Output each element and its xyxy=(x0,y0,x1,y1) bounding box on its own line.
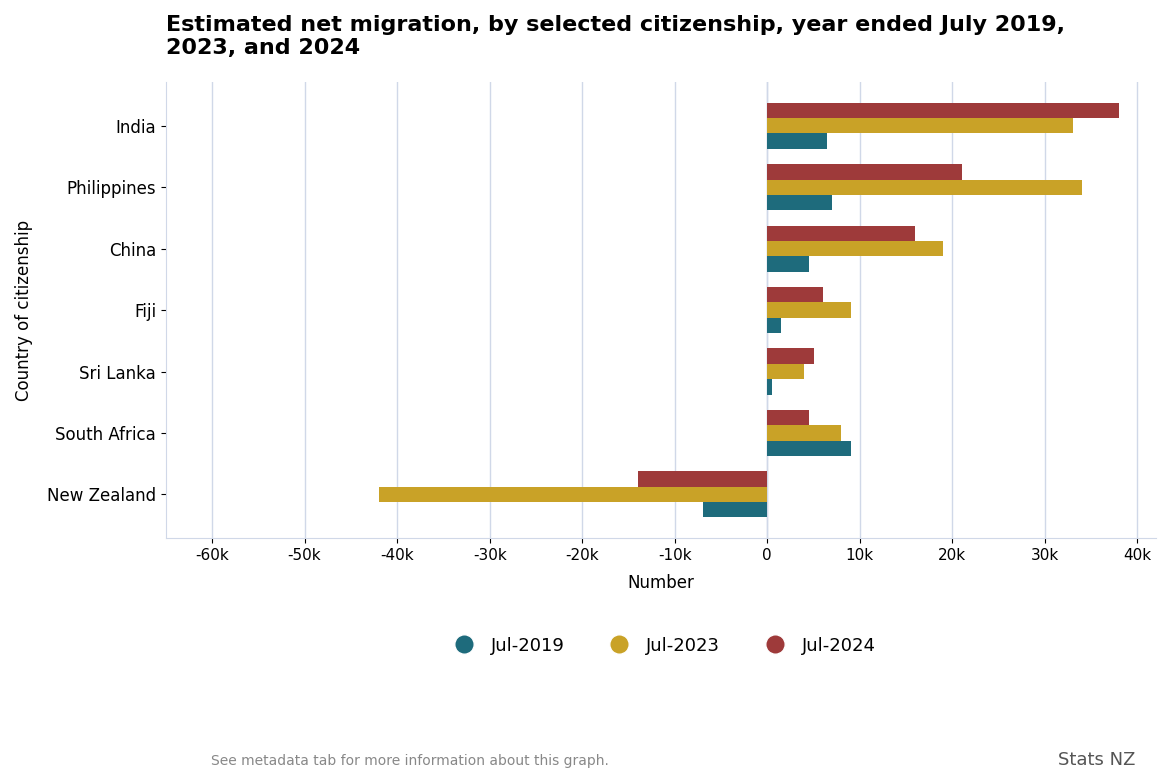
Bar xyxy=(767,226,916,241)
Y-axis label: Country of citizenship: Country of citizenship xyxy=(15,219,33,401)
Bar xyxy=(703,502,767,518)
Bar xyxy=(767,302,850,318)
Text: Stats NZ: Stats NZ xyxy=(1059,751,1136,769)
Bar xyxy=(767,118,1073,134)
Text: See metadata tab for more information about this graph.: See metadata tab for more information ab… xyxy=(211,754,609,769)
Bar xyxy=(767,103,1119,118)
Bar xyxy=(767,364,804,380)
Bar xyxy=(767,134,828,149)
Bar xyxy=(767,164,961,180)
Legend: Jul-2019, Jul-2023, Jul-2024: Jul-2019, Jul-2023, Jul-2024 xyxy=(439,629,883,662)
Bar xyxy=(767,180,1082,195)
Bar xyxy=(767,426,841,440)
Bar xyxy=(767,256,809,272)
Bar xyxy=(767,348,814,364)
Bar xyxy=(638,472,767,487)
Bar xyxy=(767,380,772,394)
Bar xyxy=(378,487,767,502)
Bar xyxy=(767,410,809,426)
Bar xyxy=(767,318,781,333)
Text: Estimated net migration, by selected citizenship, year ended July 2019,
2023, an: Estimated net migration, by selected cit… xyxy=(166,15,1064,59)
Bar xyxy=(767,195,833,210)
Bar xyxy=(767,440,850,456)
Bar xyxy=(767,287,823,302)
Bar xyxy=(767,241,943,256)
X-axis label: Number: Number xyxy=(628,574,694,592)
